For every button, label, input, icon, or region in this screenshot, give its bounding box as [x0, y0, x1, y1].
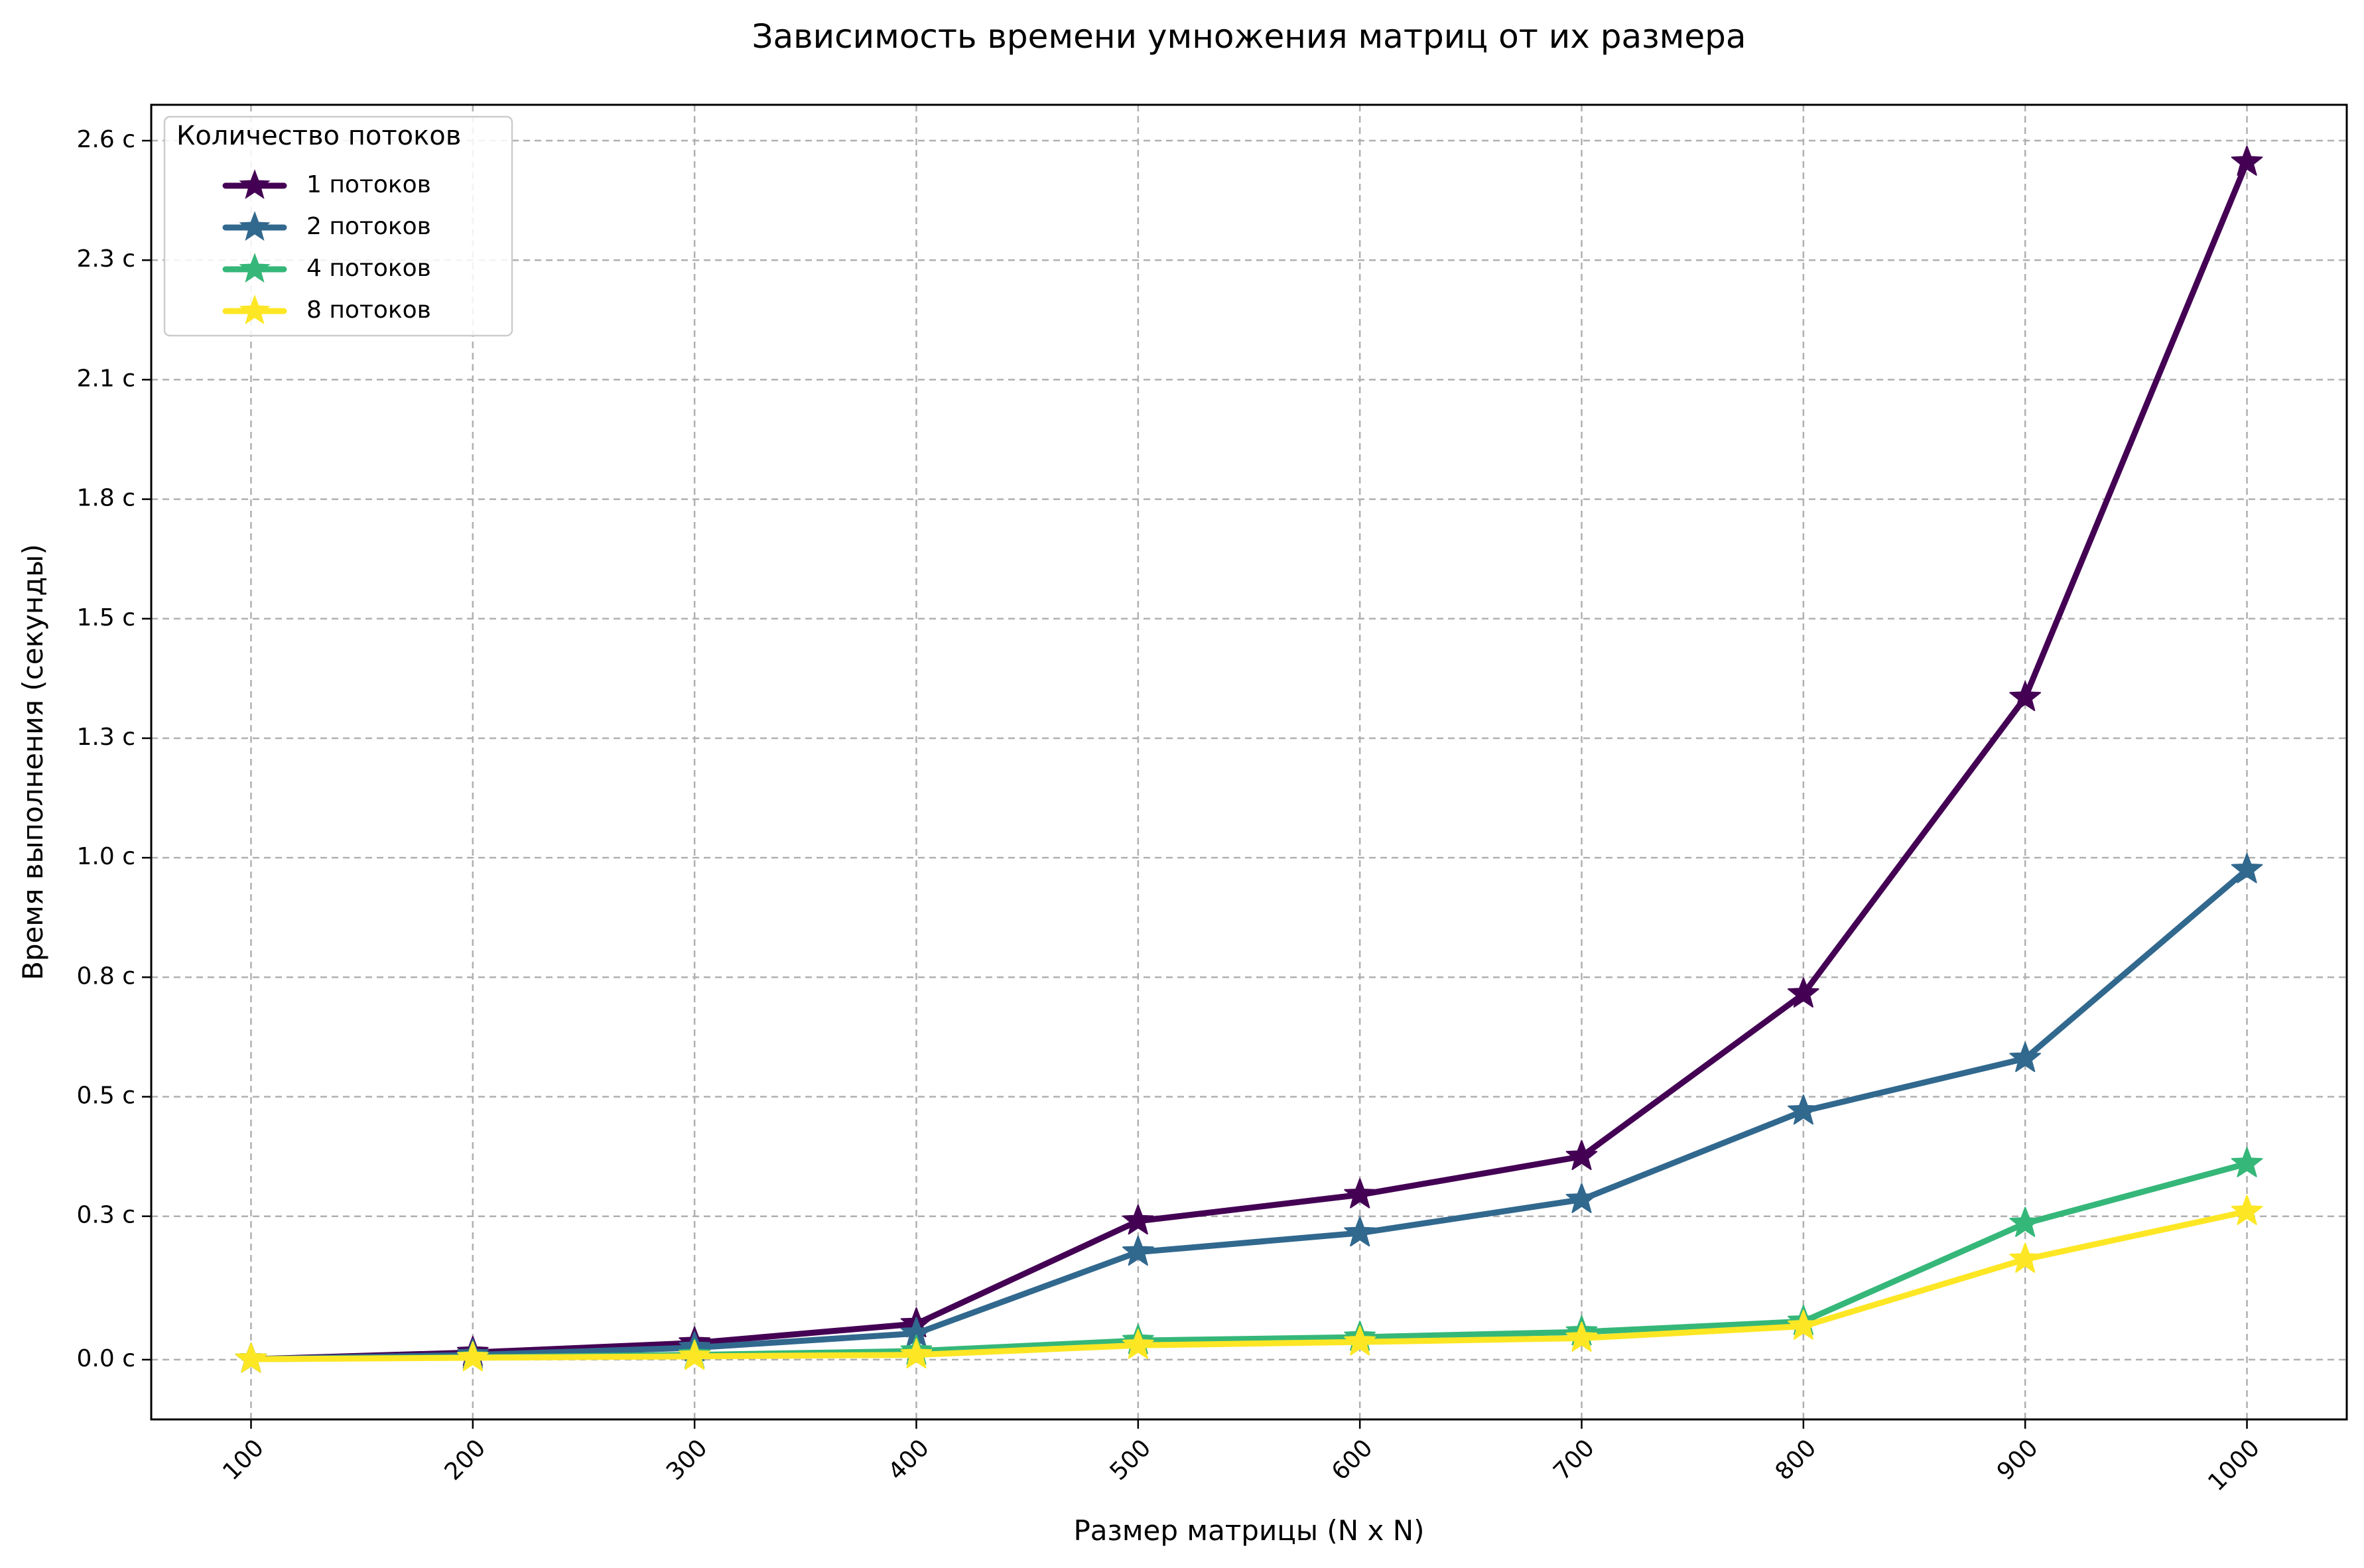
legend-marker: [239, 211, 271, 241]
data-point-marker: [2009, 681, 2041, 712]
y-tick-label: 1.5 с: [77, 604, 136, 631]
y-tick-label: 1.3 с: [77, 724, 136, 751]
data-point-marker: [2231, 853, 2263, 883]
series-line: [248, 1209, 2250, 1362]
chart-title: Зависимость времени умножения матриц от …: [752, 17, 1746, 56]
y-tick-label: 0.0 с: [77, 1345, 136, 1372]
data-point-marker: [1788, 1309, 1819, 1340]
data-point-marker: [235, 1342, 267, 1373]
y-axis-label: Время выполнения (секунды): [17, 544, 49, 980]
data-point-marker: [1788, 977, 1819, 1008]
y-tick-label: 1.8 с: [77, 485, 136, 512]
data-point-marker: [1344, 1325, 1376, 1356]
data-point-marker: [1565, 1321, 1598, 1352]
data-point-marker: [2009, 1041, 2041, 1073]
data-point-marker: [1122, 1329, 1154, 1359]
legend-label: 2 потоков: [306, 213, 431, 240]
data-point-marker: [1788, 1094, 1819, 1125]
data-point-marker: [2231, 145, 2263, 176]
y-tick-label: 0.8 с: [77, 962, 136, 990]
data-point-marker: [679, 1339, 710, 1370]
y-tick-label: 0.3 с: [77, 1202, 136, 1229]
legend-label: 4 потоков: [306, 255, 431, 282]
data-point-marker: [2009, 1242, 2041, 1273]
data-point-marker: [1565, 1140, 1598, 1170]
legend-item: 8 потоков: [222, 294, 431, 325]
legend-box: [163, 115, 513, 337]
x-axis-label: Размер матрицы (N x N): [1073, 1514, 1424, 1547]
data-point-marker: [457, 1341, 489, 1372]
data-point-marker: [2231, 1195, 2263, 1225]
y-tick-label: 1.0 с: [77, 843, 136, 870]
legend-marker: [239, 253, 271, 283]
series-line: [248, 159, 2250, 1362]
series-line: [248, 866, 2250, 1362]
legend-item: 2 потоков: [222, 211, 431, 241]
data-point-marker: [1344, 1178, 1376, 1209]
data-point-marker: [2009, 1207, 2041, 1237]
legend-label: 1 потоков: [306, 171, 431, 198]
data-point-marker: [1565, 1183, 1598, 1213]
y-tick-label: 2.6 с: [77, 126, 136, 153]
data-point-marker: [900, 1338, 933, 1369]
series-4: [235, 1195, 2263, 1373]
legend: Количество потоков 1 потоков 2 потоков 4 по…: [163, 115, 513, 337]
series-layer: [235, 145, 2263, 1373]
y-tick-label: 2.3 с: [77, 245, 136, 273]
grid-layer: [151, 105, 2347, 1419]
legend-item: 1 потоков: [222, 169, 431, 200]
legend-marker: [239, 169, 271, 200]
y-tick-label: 0.5 с: [77, 1082, 136, 1110]
legend-marker: [239, 294, 271, 325]
plot-frame: [150, 103, 2348, 1421]
y-tick-label: 2.1 с: [77, 365, 136, 392]
data-point-marker: [1122, 1235, 1154, 1266]
data-point-marker: [1344, 1216, 1376, 1247]
data-point-marker: [1122, 1204, 1154, 1235]
data-point-marker: [2231, 1147, 2263, 1177]
legend-title: Количество потоков: [176, 121, 461, 151]
legend-label: 8 потоков: [306, 296, 431, 324]
legend-item: 4 потоков: [222, 253, 431, 283]
